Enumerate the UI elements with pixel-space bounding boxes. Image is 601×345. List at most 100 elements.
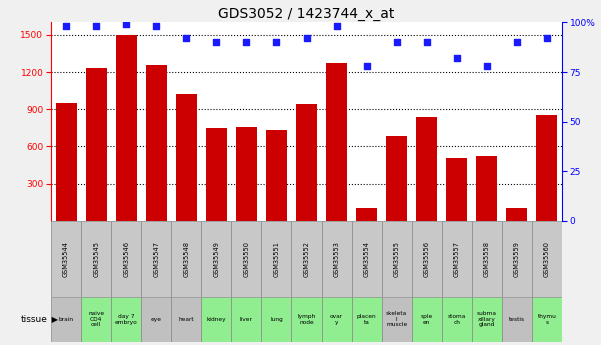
Text: GSM35549: GSM35549 [213,241,219,277]
Bar [356,208,377,221]
Point [542,36,552,41]
Bar [532,297,562,342]
Bar [291,297,322,342]
Text: GSM35545: GSM35545 [93,241,99,277]
Bar [201,297,231,342]
Title: GDS3052 / 1423744_x_at: GDS3052 / 1423744_x_at [218,7,395,21]
Text: stoma
ch: stoma ch [448,314,466,325]
Text: thymu
s: thymu s [537,314,557,325]
Bar [382,221,412,297]
Bar [171,221,201,297]
Point [482,63,492,69]
Bar [322,221,352,297]
Bar [266,130,287,221]
Point [182,36,191,41]
Bar [201,221,231,297]
Text: brain: brain [59,317,73,322]
Bar [261,221,291,297]
Text: liver: liver [240,317,253,322]
Bar [176,94,197,221]
Bar [141,221,171,297]
Point [242,39,251,45]
Bar [532,221,562,297]
Text: skeleta
l
muscle: skeleta l muscle [386,311,407,327]
Bar [386,137,407,221]
Bar [81,297,111,342]
Bar [382,297,412,342]
Point [272,39,281,45]
Bar [231,221,261,297]
Bar [352,221,382,297]
Bar [85,68,107,221]
Text: testis: testis [509,317,525,322]
Bar [51,297,81,342]
Bar [261,297,291,342]
Text: GSM35548: GSM35548 [183,241,189,277]
Bar [447,158,468,221]
Point [212,39,221,45]
Bar [472,297,502,342]
Point [121,22,131,27]
Text: GSM35553: GSM35553 [334,241,340,277]
Point [302,36,311,41]
Bar [412,221,442,297]
Point [452,55,462,61]
Text: GSM35552: GSM35552 [304,241,310,277]
Bar [206,128,227,221]
Bar [412,297,442,342]
Bar [507,208,528,221]
Text: subma
xillary
gland: subma xillary gland [477,311,497,327]
Bar [502,221,532,297]
Text: lung: lung [270,317,283,322]
Bar [141,297,171,342]
Bar [322,297,352,342]
Bar [291,221,322,297]
Text: heart: heart [178,317,194,322]
Text: ▶: ▶ [49,315,58,324]
Bar [442,297,472,342]
Text: GSM35559: GSM35559 [514,241,520,277]
Text: kidney: kidney [207,317,226,322]
Text: GSM35547: GSM35547 [153,241,159,277]
Text: GSM35544: GSM35544 [63,241,69,277]
Bar [51,221,81,297]
Bar [111,297,141,342]
Text: GSM35558: GSM35558 [484,241,490,277]
Bar [55,103,77,221]
Text: GSM35554: GSM35554 [364,241,370,277]
Bar [502,297,532,342]
Bar [146,65,167,221]
Bar [171,297,201,342]
Point [151,23,161,29]
Bar [81,221,111,297]
Point [362,63,371,69]
Text: day 7
embryо: day 7 embryо [115,314,138,325]
Text: GSM35555: GSM35555 [394,241,400,277]
Bar [326,63,347,221]
Text: naive
CD4
cell: naive CD4 cell [88,311,104,327]
Bar [231,297,261,342]
Bar [111,221,141,297]
Text: GSM35556: GSM35556 [424,241,430,277]
Point [91,23,101,29]
Bar [115,35,136,221]
Point [422,39,432,45]
Text: eye: eye [151,317,162,322]
Bar [537,116,558,221]
Point [332,23,341,29]
Point [392,39,401,45]
Bar [442,221,472,297]
Bar [296,104,317,221]
Text: GSM35551: GSM35551 [273,241,279,277]
Text: GSM35550: GSM35550 [243,241,249,277]
Bar [472,221,502,297]
Text: GSM35560: GSM35560 [544,241,550,277]
Text: tissue: tissue [21,315,48,324]
Text: ovar
y: ovar y [330,314,343,325]
Text: sple
en: sple en [421,314,433,325]
Bar [352,297,382,342]
Bar [477,156,498,221]
Point [512,39,522,45]
Point [61,23,71,29]
Text: placen
ta: placen ta [357,314,376,325]
